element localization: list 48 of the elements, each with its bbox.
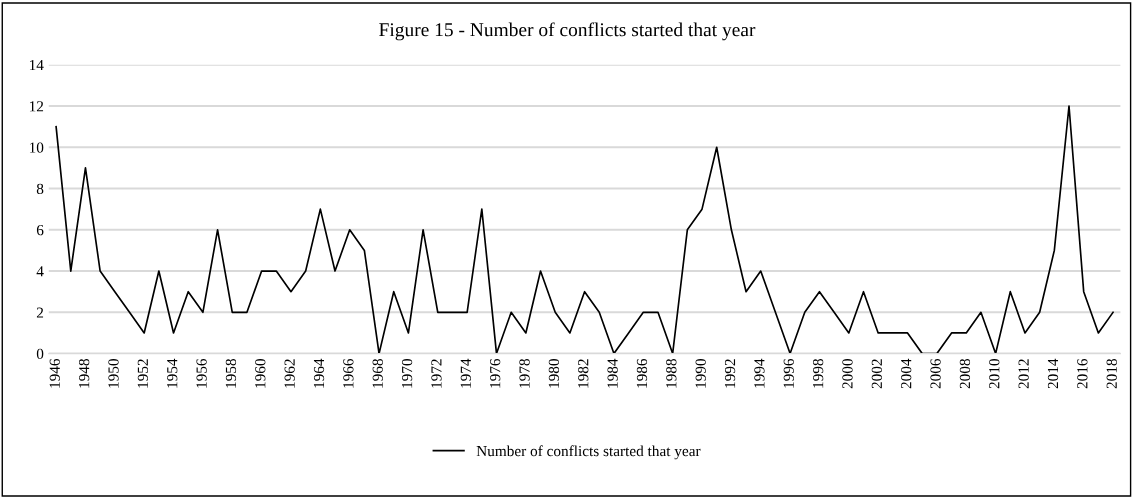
y-tick-label: 10: [29, 142, 44, 153]
y-tick-label: 14: [29, 59, 44, 71]
x-tick-label: 1952: [137, 359, 149, 388]
x-tick-label: 1998: [812, 359, 824, 388]
x-tick-label: 2010: [989, 359, 1000, 389]
x-tick-label: 2002: [871, 359, 882, 389]
y-tick-label: 12: [29, 101, 44, 112]
x-tick-label: 1984: [607, 358, 618, 388]
x-tick-label: 1978: [519, 359, 530, 388]
y-tick-label: 6: [36, 224, 44, 236]
x-tick-label: 1976: [490, 358, 501, 388]
x-tick-label: 1960: [255, 359, 266, 388]
x-tick-label: 1988: [666, 359, 677, 388]
x-tick-label: 1996: [783, 358, 794, 388]
line-series: [55, 105, 1114, 354]
x-tick-label: 1956: [196, 358, 207, 388]
x-tick-label: 1970: [401, 359, 413, 388]
legend-label: Number of conflicts started that year: [476, 445, 701, 460]
x-tick-label: 1980: [548, 359, 560, 388]
x-tick-label: 1968: [372, 359, 383, 388]
x-tick-label: 1982: [578, 359, 589, 388]
x-tick-label: 2004: [901, 358, 912, 389]
x-tick-label: 2012: [1018, 359, 1029, 389]
x-tick-label: 1994: [754, 358, 765, 388]
x-tick-label: 1972: [431, 359, 442, 388]
y-tick-label: 2: [36, 307, 44, 318]
x-tick-label: 1986: [636, 358, 648, 388]
x-tick-label: 2016: [1077, 358, 1088, 389]
x-tick-label: 1958: [225, 359, 237, 388]
x-tick-label: 1992: [724, 359, 736, 388]
x-tick-label: 1946: [49, 358, 60, 388]
x-tick-label: 1948: [78, 359, 90, 388]
x-tick-label: 2014: [1047, 358, 1059, 389]
x-tick-label: 1964: [313, 358, 325, 388]
y-tick-label: 4: [36, 266, 44, 277]
x-tick-label: 2000: [842, 359, 853, 389]
x-tick-label: 1966: [343, 358, 354, 388]
x-tick-label: 1962: [284, 359, 295, 388]
y-tick-label: 8: [36, 183, 44, 194]
x-tick-label: 2008: [959, 359, 971, 389]
x-tick-label: 2006: [930, 358, 941, 389]
x-tick-label: 1950: [108, 359, 119, 388]
x-tick-label: 1954: [167, 358, 178, 388]
chart-title: Figure 15 - Number of conflicts started that year: [379, 22, 756, 41]
x-tick-label: 1990: [695, 359, 706, 388]
x-tick-label: 2018: [1106, 359, 1117, 389]
x-tick-label: 1974: [460, 358, 471, 388]
y-tick-label: 0: [36, 348, 44, 360]
